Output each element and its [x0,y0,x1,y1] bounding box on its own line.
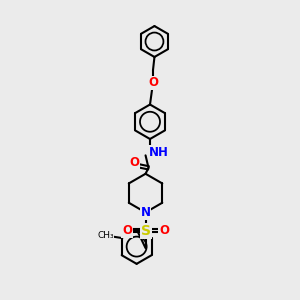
Text: O: O [159,224,169,237]
Text: N: N [140,206,151,219]
Text: CH₃: CH₃ [97,230,114,239]
Text: NH: NH [148,146,168,159]
Text: S: S [140,224,151,238]
Text: O: O [129,156,139,169]
Text: O: O [122,224,132,237]
Text: O: O [148,76,158,89]
